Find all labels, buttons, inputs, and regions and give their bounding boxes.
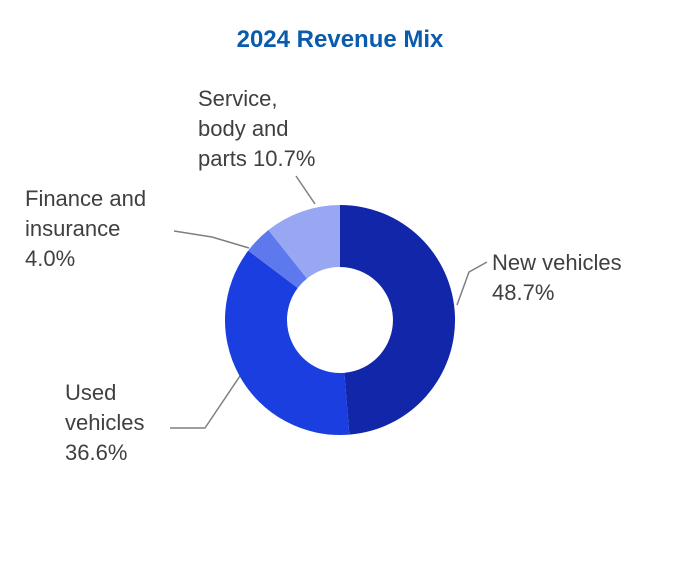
- label-finance-line-1: Finance and: [25, 186, 147, 211]
- label-service-line-3: parts 10.7%: [198, 146, 316, 171]
- leader-line-service: [295, 175, 316, 205]
- leader-line-used-vehicles: [170, 372, 243, 429]
- label-used-line-1: Used: [65, 380, 117, 405]
- label-new-line-2: 48.7%: [492, 280, 555, 305]
- label-new-vehicles: New vehicles 48.7%: [492, 248, 622, 308]
- label-service-line-1: Service,: [198, 86, 278, 111]
- donut-segment-finance-and-insurance: [248, 230, 307, 289]
- leader-line-new-vehicles: [456, 261, 488, 306]
- label-service-line-2: body and: [198, 116, 289, 141]
- donut-segment-service-body-and-parts: [268, 205, 340, 279]
- leader-lines: [170, 175, 488, 429]
- chart-title: 2024 Revenue Mix: [236, 26, 444, 53]
- label-finance-line-2: insurance: [25, 216, 121, 241]
- leader-line-finance: [173, 230, 250, 249]
- label-used-vehicles: Used vehicles 36.6%: [65, 378, 144, 468]
- label-used-line-3: 36.6%: [65, 440, 128, 465]
- label-finance-insurance: Finance and insurance 4.0%: [25, 184, 146, 274]
- donut-segment-new-vehicles: [340, 204, 456, 435]
- label-finance-line-3: 4.0%: [25, 246, 76, 271]
- donut-segments: [224, 204, 456, 436]
- label-new-line-1: New vehicles: [492, 250, 622, 275]
- donut-segment-used-vehicles: [224, 250, 350, 436]
- label-service-body-parts: Service, body and parts 10.7%: [198, 84, 315, 174]
- label-used-line-2: vehicles: [65, 410, 145, 435]
